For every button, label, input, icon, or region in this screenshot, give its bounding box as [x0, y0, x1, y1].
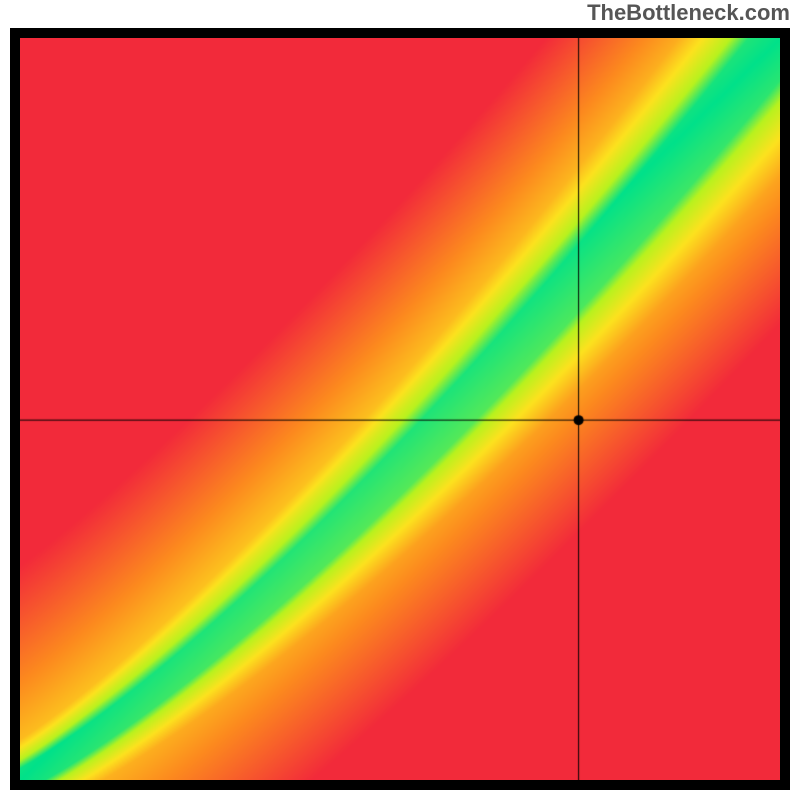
chart-container: TheBottleneck.com	[0, 0, 800, 800]
chart-frame	[10, 28, 790, 790]
watermark-text: TheBottleneck.com	[587, 0, 790, 26]
heatmap-canvas	[20, 38, 780, 780]
